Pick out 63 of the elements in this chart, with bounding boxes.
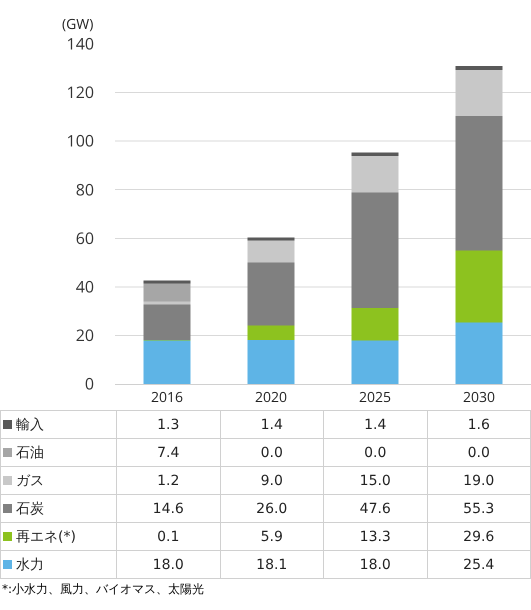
data-label: 19.0	[427, 466, 530, 494]
data-label: 13.3	[324, 522, 427, 550]
y-tick-label: 140	[66, 32, 94, 55]
bar	[144, 340, 190, 384]
data-label: 29.6	[427, 522, 530, 550]
bar	[144, 304, 190, 340]
bar	[456, 322, 502, 384]
bar	[144, 284, 190, 302]
bar	[456, 116, 502, 250]
legend-label: 石炭	[16, 500, 44, 516]
data-label: 15.0	[324, 466, 427, 494]
bar	[248, 240, 294, 263]
bar	[456, 70, 502, 116]
data-label: 5.9	[220, 522, 324, 550]
data-label: 7.4	[116, 438, 220, 466]
data-label: 0.0	[427, 438, 530, 466]
bar	[352, 152, 398, 156]
bar	[144, 280, 190, 284]
legend-label: 水力	[16, 556, 44, 572]
bar	[248, 262, 294, 326]
data-label: 0.0	[324, 438, 427, 466]
legend-label: 輸入	[16, 416, 44, 432]
bar	[352, 308, 398, 340]
bar	[456, 66, 502, 70]
data-label: 1.3	[116, 410, 220, 438]
y-tick-label: 60	[76, 226, 94, 249]
x-tick-label: 2020	[254, 388, 288, 407]
text: *:小水力、風力、バイオマス、太陽光	[1, 581, 206, 597]
data-label: 18.1	[220, 550, 324, 578]
y-axis-title: (GW)	[62, 15, 94, 34]
y-tick-label: 40	[76, 275, 94, 298]
data-label: 55.3	[427, 494, 530, 522]
data-label: 47.6	[324, 494, 427, 522]
data-label: 9.0	[220, 466, 324, 494]
bar	[248, 340, 294, 384]
bar	[248, 326, 294, 340]
data-label: 1.4	[324, 410, 427, 438]
bar	[352, 156, 398, 192]
data-label: 1.2	[116, 466, 220, 494]
y-tick-label: 20	[76, 324, 94, 346]
y-tick-label: 80	[76, 178, 94, 200]
data-label: 1.6	[427, 410, 530, 438]
data-label: 25.4	[427, 550, 530, 578]
y-tick-label: 120	[66, 81, 94, 104]
x-tick-label: 2016	[150, 388, 184, 407]
bar	[352, 192, 398, 308]
x-tick-label: 2025	[358, 388, 392, 407]
bar	[352, 340, 398, 384]
y-tick-label: 0	[84, 372, 94, 395]
legend-label: 石油	[16, 444, 44, 460]
data-label: 0.0	[220, 438, 324, 466]
data-label: 26.0	[220, 494, 324, 522]
legend-label: ガス	[16, 472, 44, 488]
data-label: 1.4	[220, 410, 324, 438]
data-label: 14.6	[116, 494, 220, 522]
data-label: 0.1	[116, 522, 220, 550]
y-tick-label: 100	[66, 130, 94, 152]
data-label: 18.0	[324, 550, 427, 578]
data-label: 18.0	[116, 550, 220, 578]
bar	[456, 250, 502, 322]
bar	[144, 302, 190, 305]
legend-label: 再エネ(*)	[16, 528, 76, 544]
x-tick-label: 2030	[462, 388, 496, 407]
